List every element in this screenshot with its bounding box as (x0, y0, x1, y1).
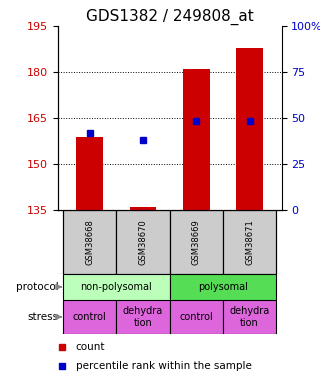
Bar (63, 274, 170, 300)
Bar (116, 300, 170, 334)
Bar (236, 48, 263, 210)
Bar (130, 207, 156, 210)
Title: GDS1382 / 249808_at: GDS1382 / 249808_at (86, 9, 253, 25)
Text: percentile rank within the sample: percentile rank within the sample (76, 361, 252, 370)
Text: non-polysomal: non-polysomal (80, 282, 152, 292)
Bar (170, 210, 223, 274)
Bar (63, 210, 116, 274)
Text: GSM38671: GSM38671 (245, 219, 254, 265)
Bar (76, 136, 103, 210)
Bar (170, 300, 223, 334)
Text: control: control (180, 312, 213, 322)
Text: GSM38670: GSM38670 (139, 219, 148, 265)
Text: protocol: protocol (16, 282, 59, 292)
Text: dehydra
tion: dehydra tion (123, 306, 163, 328)
Text: GSM38668: GSM38668 (85, 219, 94, 265)
Text: dehydra
tion: dehydra tion (229, 306, 270, 328)
Text: polysomal: polysomal (198, 282, 248, 292)
Text: count: count (76, 342, 105, 352)
Bar (223, 210, 276, 274)
Bar (183, 69, 210, 210)
Text: GSM38669: GSM38669 (192, 219, 201, 265)
Text: stress: stress (28, 312, 59, 322)
Text: control: control (73, 312, 107, 322)
Bar (116, 210, 170, 274)
Bar (170, 274, 276, 300)
Bar (223, 300, 276, 334)
Bar (63, 300, 116, 334)
